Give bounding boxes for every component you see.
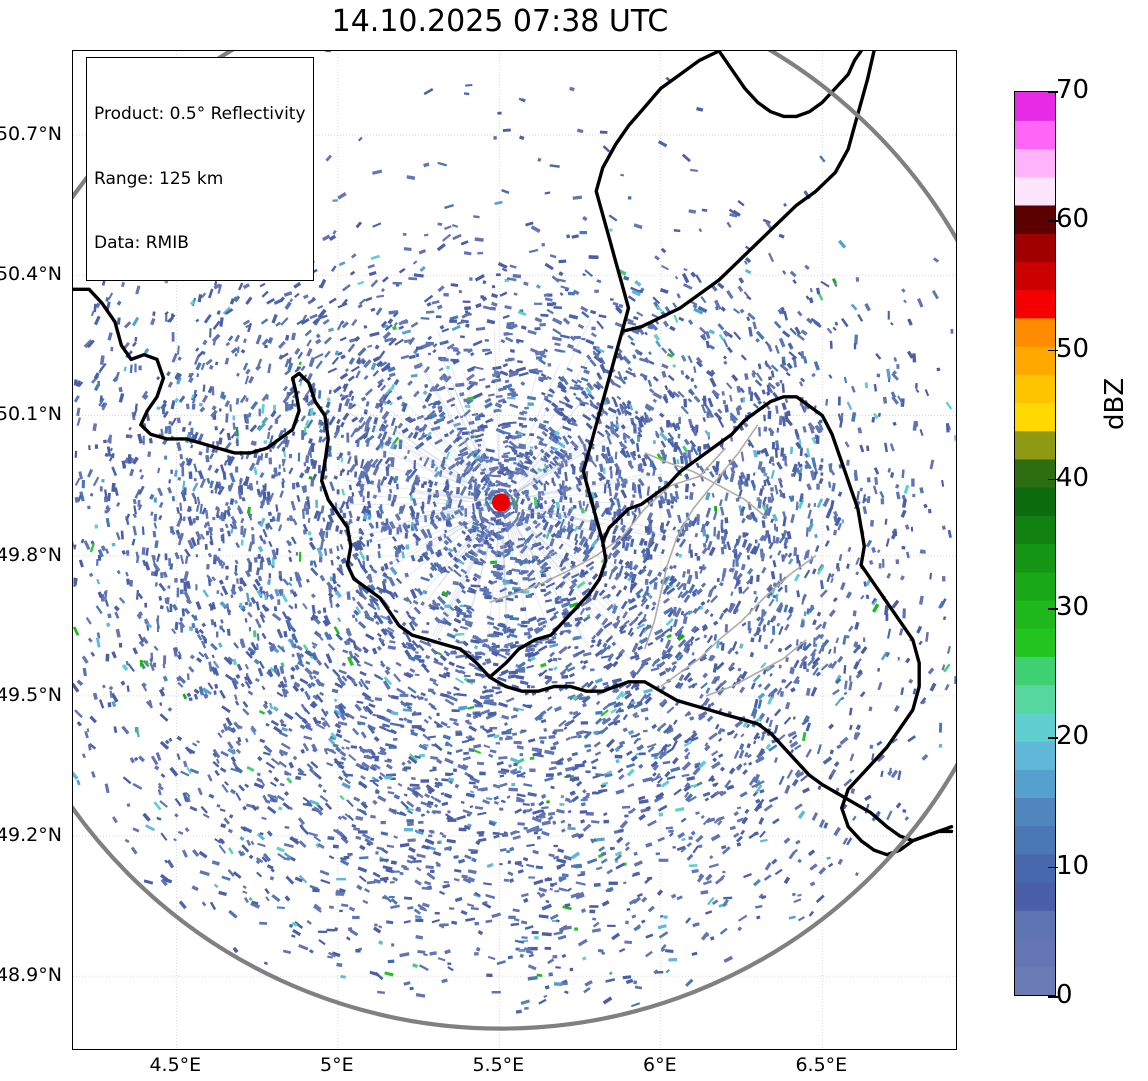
lat-tick-1: 50.4°N (0, 263, 62, 286)
colorbar-tick-2: 50 (1056, 333, 1090, 364)
radar-echo-field (73, 51, 956, 1014)
colorbar-tick-3: 40 (1056, 462, 1090, 493)
range-circle (73, 51, 956, 1031)
colorbar-title: dBZ (1100, 377, 1130, 430)
colorbar-tickmark-6 (1048, 866, 1058, 869)
colorbar-tickmark-7 (1048, 996, 1058, 998)
lat-tick-0: 50.7°N (0, 123, 62, 146)
lon-tick-1: 5°E (320, 1054, 354, 1076)
colorbar-tickmark-1 (1048, 220, 1058, 222)
lon-tick-2: 5.5°E (472, 1054, 525, 1076)
lat-tick-2: 50.1°N (0, 403, 62, 426)
lat-tick-6: 48.9°N (0, 964, 62, 987)
colorbar-tick-1: 60 (1056, 204, 1090, 235)
lat-tick-5: 49.2°N (0, 824, 62, 847)
product-info-box: Product: 0.5° Reflectivity Range: 125 km… (86, 57, 314, 281)
country-borders (73, 51, 954, 857)
lat-tick-3: 49.8°N (0, 543, 62, 566)
reflectivity-colorbar[interactable] (1014, 91, 1056, 996)
info-data-line: Data: RMIB (94, 233, 189, 253)
colorbar-gradient (1015, 92, 1055, 995)
colorbar-tickmark-3 (1048, 478, 1058, 481)
colorbar-tick-5: 20 (1056, 721, 1090, 752)
radar-spokes (330, 319, 693, 683)
info-range-line: Range: 125 km (94, 168, 224, 189)
page-title: 14.10.2025 07:38 UTC (331, 4, 669, 39)
colorbar-tick-4: 30 (1056, 592, 1090, 623)
info-product-line: Product: 0.5° Reflectivity (94, 104, 306, 124)
lon-tick-0: 4.5°E (149, 1054, 202, 1076)
lon-tick-3: 6°E (643, 1054, 677, 1076)
lon-tick-4: 6.5°E (795, 1054, 848, 1076)
colorbar-tickmark-4 (1048, 608, 1058, 610)
colorbar-tickmark-0 (1048, 91, 1058, 93)
province-boundaries (489, 424, 817, 697)
colorbar-tick-7: 0 (1056, 980, 1073, 1010)
lat-tick-4: 49.5°N (0, 683, 62, 706)
colorbar-tick-6: 10 (1056, 850, 1090, 881)
colorbar-tick-0: 70 (1056, 75, 1090, 105)
colorbar-tickmark-5 (1048, 737, 1058, 740)
colorbar-tickmark-2 (1048, 349, 1058, 352)
radar-map-svg (73, 51, 956, 1049)
radar-site-marker (492, 493, 510, 512)
